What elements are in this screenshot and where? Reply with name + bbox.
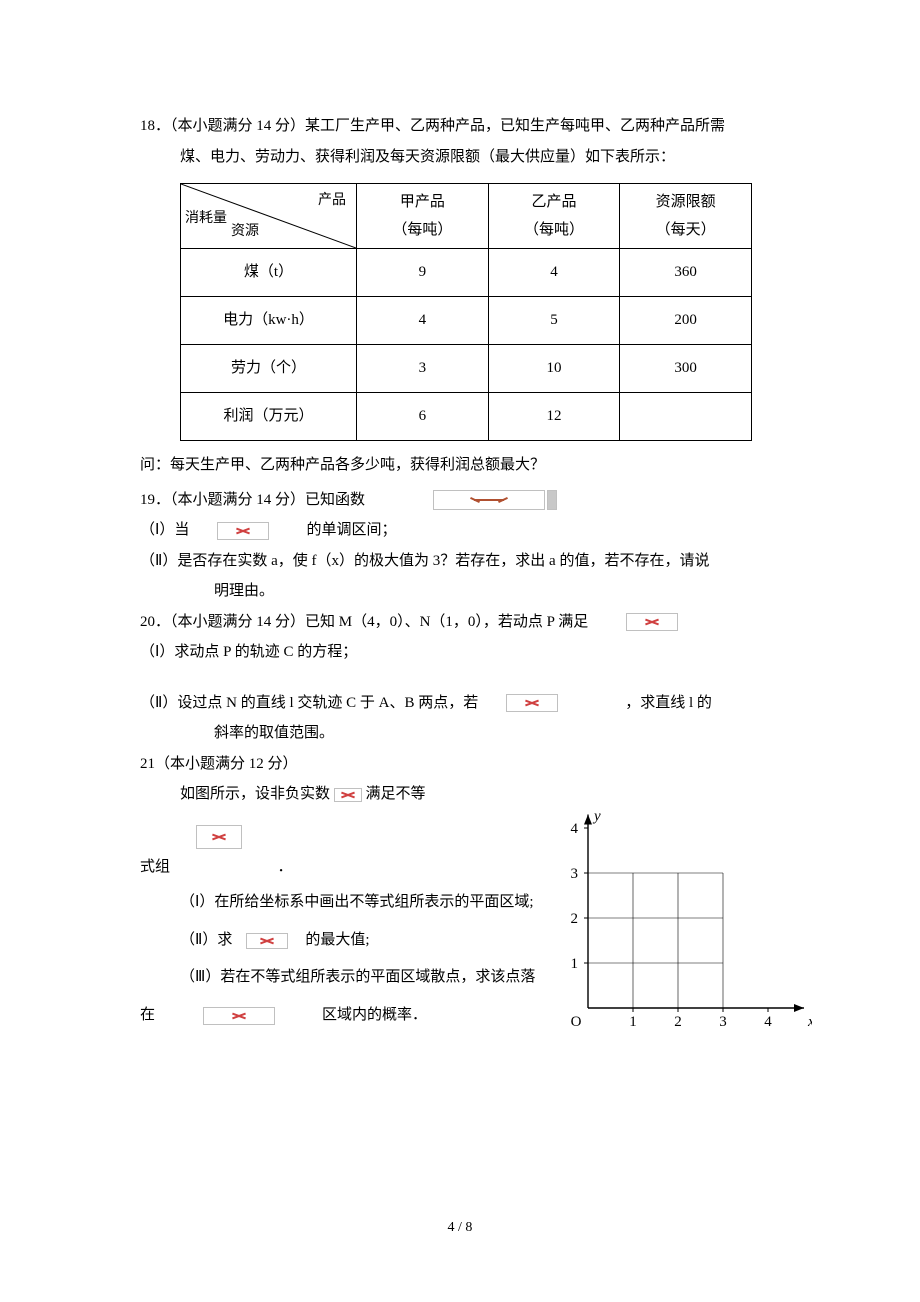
diag-mid: 消耗量	[185, 206, 227, 233]
svg-text:x: x	[807, 1014, 812, 1030]
q20-p1: （Ⅰ）求动点 P 的轨迹 C 的方程；	[140, 638, 780, 667]
formula-placeholder-icon	[506, 694, 558, 712]
table-row: 电力（kw·h） 4 5 200	[181, 297, 752, 345]
diag-header-cell: 产品 消耗量 资源	[181, 184, 357, 249]
formula-placeholder-icon	[433, 490, 545, 510]
q18-line2: 煤、电力、劳动力、获得利润及每天资源限额（最大供应量）如下表所示：	[140, 143, 780, 172]
diag-bot: 资源	[231, 219, 259, 246]
svg-text:4: 4	[764, 1014, 772, 1030]
table-row: 劳力（个） 3 10 300	[181, 345, 752, 393]
chart-svg: 1 1 2 2 3 3 4 4 Oy x	[560, 808, 812, 1036]
page: 18．（本小题满分 14 分）某工厂生产甲、乙两种产品，已知生产每吨甲、乙两种产…	[0, 0, 920, 1302]
col-header-1: 甲产品（每吨）	[357, 184, 489, 249]
q19-p2a: （Ⅱ）是否存在实数 a，使 f（x）的极大值为 3？若存在，求出 a 的值，若不…	[140, 547, 780, 576]
q20-p2: （Ⅱ）设过点 N 的直线 l 交轨迹 C 于 A、B 两点，若 ，求直线 l 的	[140, 689, 780, 718]
formula-placeholder-icon	[203, 1007, 275, 1025]
q18-line1: 18．（本小题满分 14 分）某工厂生产甲、乙两种产品，已知生产每吨甲、乙两种产…	[140, 112, 780, 141]
formula-placeholder-icon	[217, 522, 269, 540]
svg-text:2: 2	[674, 1014, 682, 1030]
q19-line1: 19．（本小题满分 14 分）已知函数	[140, 486, 780, 515]
svg-text:3: 3	[719, 1014, 727, 1030]
page-footer: 4 / 8	[0, 1215, 920, 1242]
q21-line2: 如图所示，设非负实数 满足不等	[140, 780, 780, 809]
q18-ask: 问：每天生产甲、乙两种产品各多少吨，获得利润总额最大？	[140, 451, 780, 480]
coordinate-chart: 1 1 2 2 3 3 4 4 Oy x	[560, 808, 812, 1036]
q20-line1: 20．（本小题满分 14 分）已知 M（4，0）、N（1，0），若动点 P 满足	[140, 608, 780, 637]
diag-top: 产品	[318, 188, 346, 215]
formula-placeholder-icon	[626, 613, 678, 631]
formula-placeholder-icon	[246, 933, 288, 949]
q19-p2b: 明理由。	[140, 577, 780, 606]
formula-placeholder-icon	[196, 825, 242, 849]
svg-text:y: y	[592, 809, 601, 825]
svg-text:1: 1	[629, 1014, 637, 1030]
q19-p1: （Ⅰ）当 的单调区间；	[140, 516, 780, 545]
svg-text:1: 1	[571, 956, 579, 972]
formula-placeholder-icon	[334, 788, 362, 802]
table-row: 煤（t） 9 4 360	[181, 249, 752, 297]
q21-line1: 21（本小题满分 12 分）	[140, 750, 780, 779]
col-header-2: 乙产品（每吨）	[488, 184, 620, 249]
resource-table: 产品 消耗量 资源 甲产品（每吨） 乙产品（每吨） 资源限额（每天） 煤（t） …	[180, 183, 752, 441]
svg-text:2: 2	[571, 911, 579, 927]
q20-p2c: 斜率的取值范围。	[140, 719, 780, 748]
svg-text:O: O	[571, 1014, 582, 1030]
table-row: 利润（万元） 6 12	[181, 393, 752, 441]
formula-placeholder-icon	[547, 490, 557, 510]
svg-text:3: 3	[571, 866, 579, 882]
svg-text:4: 4	[571, 821, 579, 837]
col-header-3: 资源限额（每天）	[620, 184, 752, 249]
